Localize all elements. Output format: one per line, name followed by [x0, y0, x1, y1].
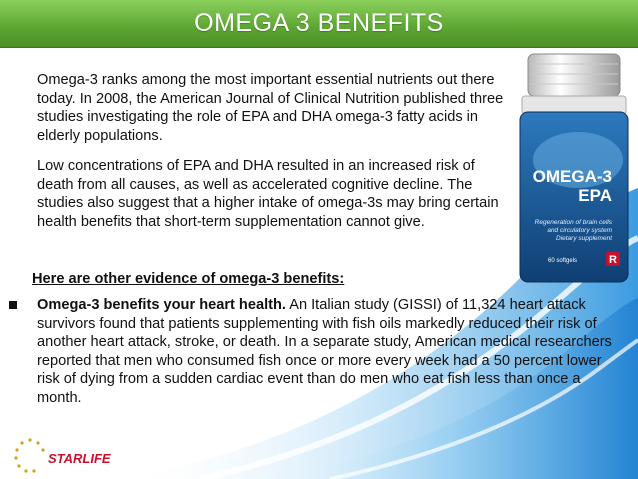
product-badge-icon — [606, 252, 620, 266]
product-badge-letter: R — [609, 254, 617, 266]
logo-text: STARLIFE — [48, 451, 111, 466]
product-desc-line2: and circulatory system — [547, 227, 612, 234]
product-count: 60 softgels — [548, 258, 577, 264]
findings-paragraph: Low concentrations of EPA and DHA result… — [37, 158, 499, 230]
starlife-logo: STARLIFE — [14, 438, 111, 473]
product-name-line2: EPA — [578, 186, 612, 205]
product-name-line1: OMEGA-3 — [533, 167, 612, 186]
product-desc-line1: Regeneration of brain cells — [535, 219, 613, 226]
intro-paragraph: Omega-3 ranks among the most important e… — [37, 72, 504, 144]
evidence-heading: Here are other evidence of omega-3 benef… — [32, 271, 345, 287]
slide-header: OMEGA 3 BENEFITS — [0, 0, 638, 48]
heart-health-bullet: Omega-3 benefits your heart health. An I… — [37, 296, 623, 408]
product-desc-line3: Dietary supplement — [556, 235, 613, 242]
slide-title: OMEGA 3 BENEFITS — [194, 9, 444, 37]
square-bullet-icon — [9, 301, 17, 309]
bullet-body: An Italian study (GISSI) of 11,324 heart… — [37, 297, 612, 406]
bullet-lead: Omega-3 benefits your heart health. — [37, 297, 286, 313]
omega3-bottle-image: OMEGA-3 EPA Regeneration of brain cells … — [519, 53, 629, 283]
